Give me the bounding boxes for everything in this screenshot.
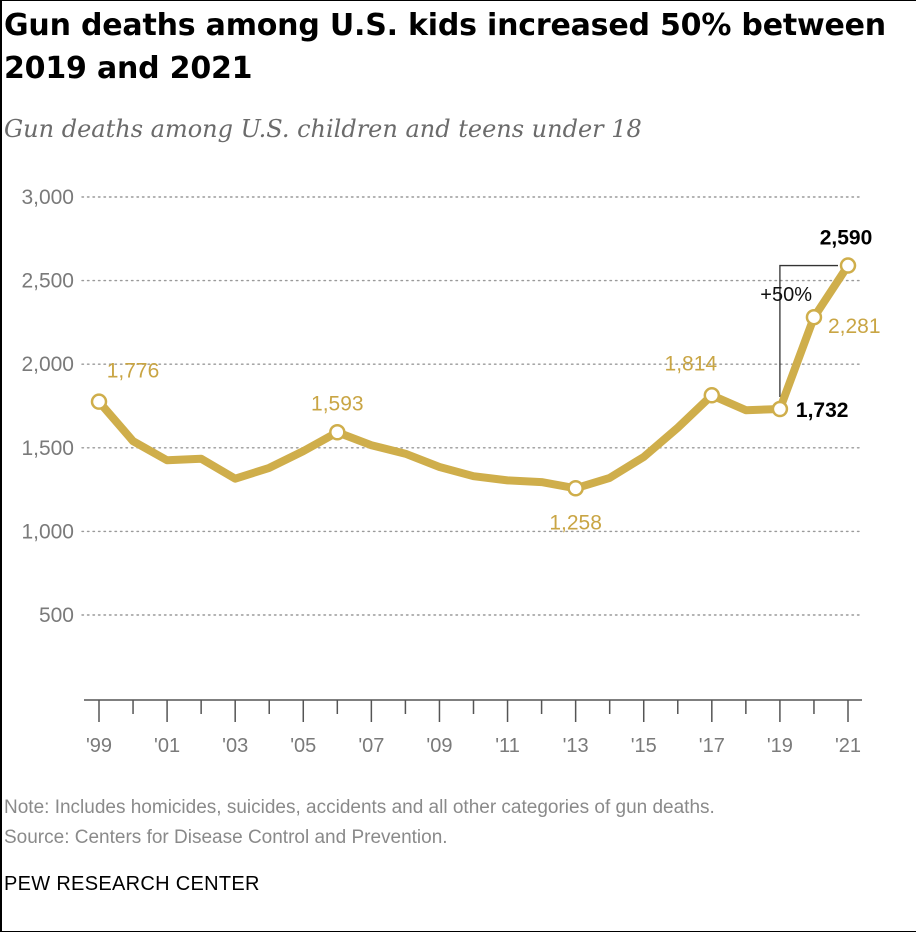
data-label: 2,281 bbox=[828, 315, 881, 338]
data-point-marker bbox=[567, 480, 584, 497]
x-tick-label: '03 bbox=[222, 735, 248, 757]
data-point-marker bbox=[90, 393, 108, 410]
x-tick-label: '15 bbox=[631, 735, 657, 757]
change-bracket bbox=[779, 264, 838, 398]
y-tick-label: 1,500 bbox=[21, 437, 74, 460]
source-text: Source: Centers for Disease Control and … bbox=[4, 827, 448, 848]
x-tick-label: '05 bbox=[290, 735, 316, 757]
y-tick-label: 2,500 bbox=[21, 270, 74, 293]
x-tick-label: '21 bbox=[835, 735, 861, 757]
data-label: 1,593 bbox=[311, 392, 364, 415]
chart-notes: Note: Includes homicides, suicides, acci… bbox=[4, 793, 715, 853]
x-tick-label: '19 bbox=[767, 735, 793, 757]
chart-title: Gun deaths among U.S. kids increased 50%… bbox=[4, 8, 886, 86]
y-tick-label: 1,000 bbox=[21, 520, 74, 543]
data-label: 2,590 bbox=[820, 227, 873, 250]
y-tick-label: 3,000 bbox=[21, 186, 74, 209]
data-label: 1,814 bbox=[665, 352, 718, 375]
data-point-marker bbox=[839, 257, 857, 274]
data-point-marker bbox=[703, 387, 721, 404]
data-label: 1,258 bbox=[549, 511, 602, 534]
line-chart: 500 1,000 1,500 2,000 2,500 3,000 '99 '01 '03 '05… bbox=[21, 186, 881, 757]
brand-logo-text: PEW RESEARCH CENTER bbox=[4, 873, 260, 895]
data-point-marker bbox=[771, 400, 789, 418]
y-tick-label: 500 bbox=[39, 604, 74, 627]
chart-subtitle: Gun deaths among U.S. children and teens… bbox=[4, 115, 642, 143]
series-line bbox=[95, 261, 852, 493]
x-tick-label: '99 bbox=[86, 735, 112, 757]
data-point-marker bbox=[805, 308, 823, 326]
x-tick-label: '13 bbox=[563, 735, 589, 757]
data-label: 1,776 bbox=[107, 360, 160, 383]
x-tick-label: '07 bbox=[358, 735, 384, 757]
x-tick-label: '17 bbox=[699, 735, 725, 757]
y-tick-label: 2,000 bbox=[21, 353, 74, 376]
data-point-marker bbox=[329, 424, 346, 441]
x-tick-label: '01 bbox=[154, 735, 180, 757]
x-tick-label: '09 bbox=[426, 735, 452, 757]
change-label: +50% bbox=[760, 284, 812, 306]
x-tick-label: '11 bbox=[495, 735, 520, 757]
data-label: 1,732 bbox=[796, 399, 849, 422]
note-text: Note: Includes homicides, suicides, acci… bbox=[4, 797, 715, 818]
